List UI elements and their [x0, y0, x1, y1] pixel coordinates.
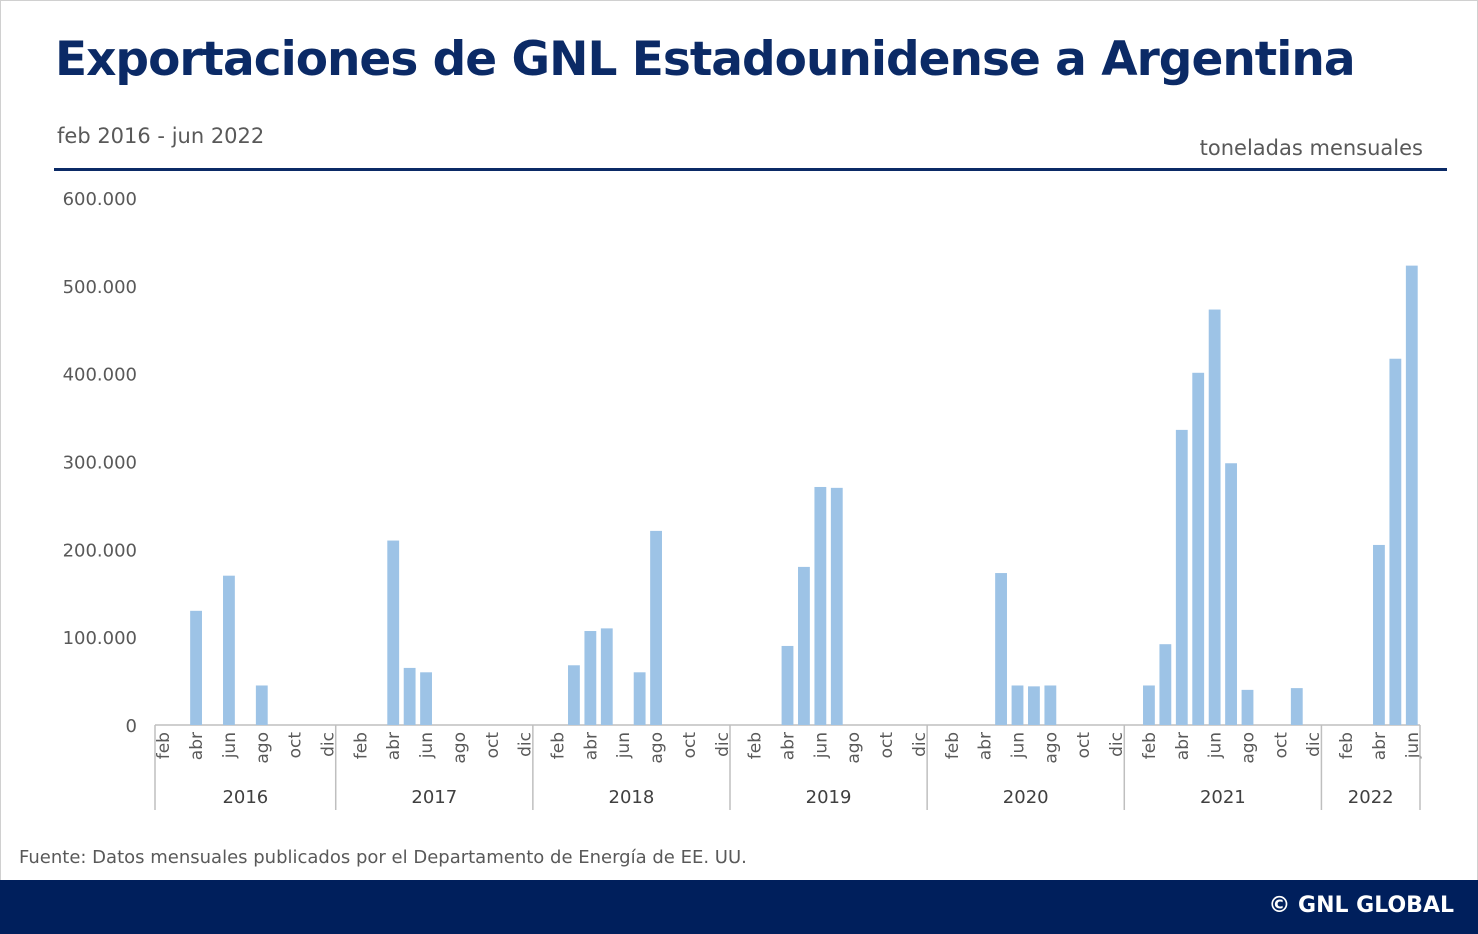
bar — [403, 667, 416, 725]
bar — [1175, 429, 1188, 725]
bar — [633, 672, 646, 725]
x-tick-label: jun — [1009, 732, 1029, 759]
bar — [1011, 685, 1024, 725]
x-tick-label: abr — [384, 732, 404, 760]
year-label: 2016 — [222, 787, 268, 808]
bar — [1028, 686, 1040, 725]
bar — [1389, 358, 1402, 725]
bar — [1192, 372, 1205, 725]
year-label: 2019 — [806, 787, 852, 808]
bar-chart: 0 100.000 200.000 300.000 400.000 500.000 600.… — [63, 189, 1423, 810]
bar — [1290, 688, 1303, 725]
x-tick-label: abr — [187, 732, 207, 760]
y-tick-label: 200.000 — [63, 540, 137, 561]
bar — [995, 573, 1007, 725]
x-tick-label: feb — [746, 732, 766, 759]
x-tick-label: oct — [1271, 732, 1291, 759]
bar — [387, 540, 400, 725]
x-tick-label: feb — [549, 732, 569, 759]
x-tick-label: ago — [1239, 732, 1259, 764]
bar — [1373, 544, 1385, 725]
x-tick-label: ago — [1041, 732, 1061, 764]
x-tick-label: abr — [1370, 732, 1390, 760]
x-tick-label: jun — [1206, 732, 1226, 759]
bar — [798, 566, 810, 725]
year-label: 2021 — [1200, 787, 1246, 808]
x-tick-label: oct — [877, 732, 897, 759]
bar — [420, 672, 432, 725]
chart-title: Exportaciones de GNL Estadounidense a Ar… — [55, 32, 1356, 87]
y-tick-label: 400.000 — [63, 365, 137, 386]
x-tick-label: abr — [1173, 732, 1193, 760]
x-tick-label: feb — [154, 732, 174, 759]
y-tick-label: 600.000 — [63, 189, 137, 210]
x-tick-label: ago — [253, 732, 273, 764]
bar — [600, 628, 613, 725]
unit-label: toneladas mensuales — [1199, 136, 1423, 160]
year-label: 2022 — [1348, 787, 1394, 808]
year-label: 2017 — [411, 787, 457, 808]
bar — [584, 631, 597, 725]
bar — [1159, 644, 1172, 725]
x-tick-label: oct — [1074, 732, 1094, 759]
x-tick-label: oct — [483, 732, 503, 759]
y-tick-label: 500.000 — [63, 277, 137, 298]
x-tick-label: dic — [1304, 732, 1324, 757]
x-tick-label: abr — [976, 732, 996, 760]
bar — [568, 665, 580, 725]
bar — [650, 530, 662, 725]
bar — [223, 575, 235, 725]
x-tick-label: feb — [943, 732, 963, 759]
y-tick-label: 100.000 — [63, 628, 137, 649]
x-tick-label: ago — [647, 732, 667, 764]
bar — [1405, 265, 1418, 725]
x-tick-label: feb — [351, 732, 371, 759]
x-tick-label: jun — [220, 732, 240, 759]
bar — [814, 486, 827, 725]
bar — [1044, 685, 1057, 725]
x-tick-label: jun — [614, 732, 634, 759]
bar — [1225, 463, 1237, 725]
x-tick-label: ago — [844, 732, 864, 764]
x-tick-label: jun — [1403, 732, 1423, 759]
x-tick-label: jun — [811, 732, 831, 759]
x-tick-label: oct — [680, 732, 700, 759]
x-tick-label: oct — [286, 732, 306, 759]
x-tick-label: dic — [910, 732, 930, 757]
x-tick-label: jun — [417, 732, 437, 759]
x-tick-label: feb — [1140, 732, 1160, 759]
x-tick-label: dic — [1107, 732, 1127, 757]
source-note: Fuente: Datos mensuales publicados por e… — [19, 847, 747, 868]
footer-bar: © GNL GLOBAL — [0, 880, 1478, 934]
year-label: 2018 — [609, 787, 655, 808]
bar — [1143, 685, 1155, 725]
bar — [781, 645, 794, 725]
bar — [1241, 689, 1254, 725]
year-label: 2020 — [1003, 787, 1049, 808]
y-tick-label: 0 — [126, 716, 137, 737]
x-tick-label: abr — [581, 732, 601, 760]
x-tick-label: dic — [713, 732, 733, 757]
bar — [255, 685, 268, 725]
x-tick-label: abr — [779, 732, 799, 760]
x-tick-label: dic — [516, 732, 536, 757]
footer-brand: © GNL GLOBAL — [1268, 893, 1454, 918]
x-tick-label: ago — [450, 732, 470, 764]
bar — [830, 487, 843, 725]
bar — [190, 610, 202, 725]
title-divider — [54, 168, 1447, 171]
y-tick-label: 300.000 — [63, 453, 137, 474]
chart-subtitle: feb 2016 - jun 2022 — [57, 124, 265, 148]
x-tick-label: dic — [319, 732, 339, 757]
bar — [1208, 309, 1221, 725]
x-tick-label: feb — [1337, 732, 1357, 759]
